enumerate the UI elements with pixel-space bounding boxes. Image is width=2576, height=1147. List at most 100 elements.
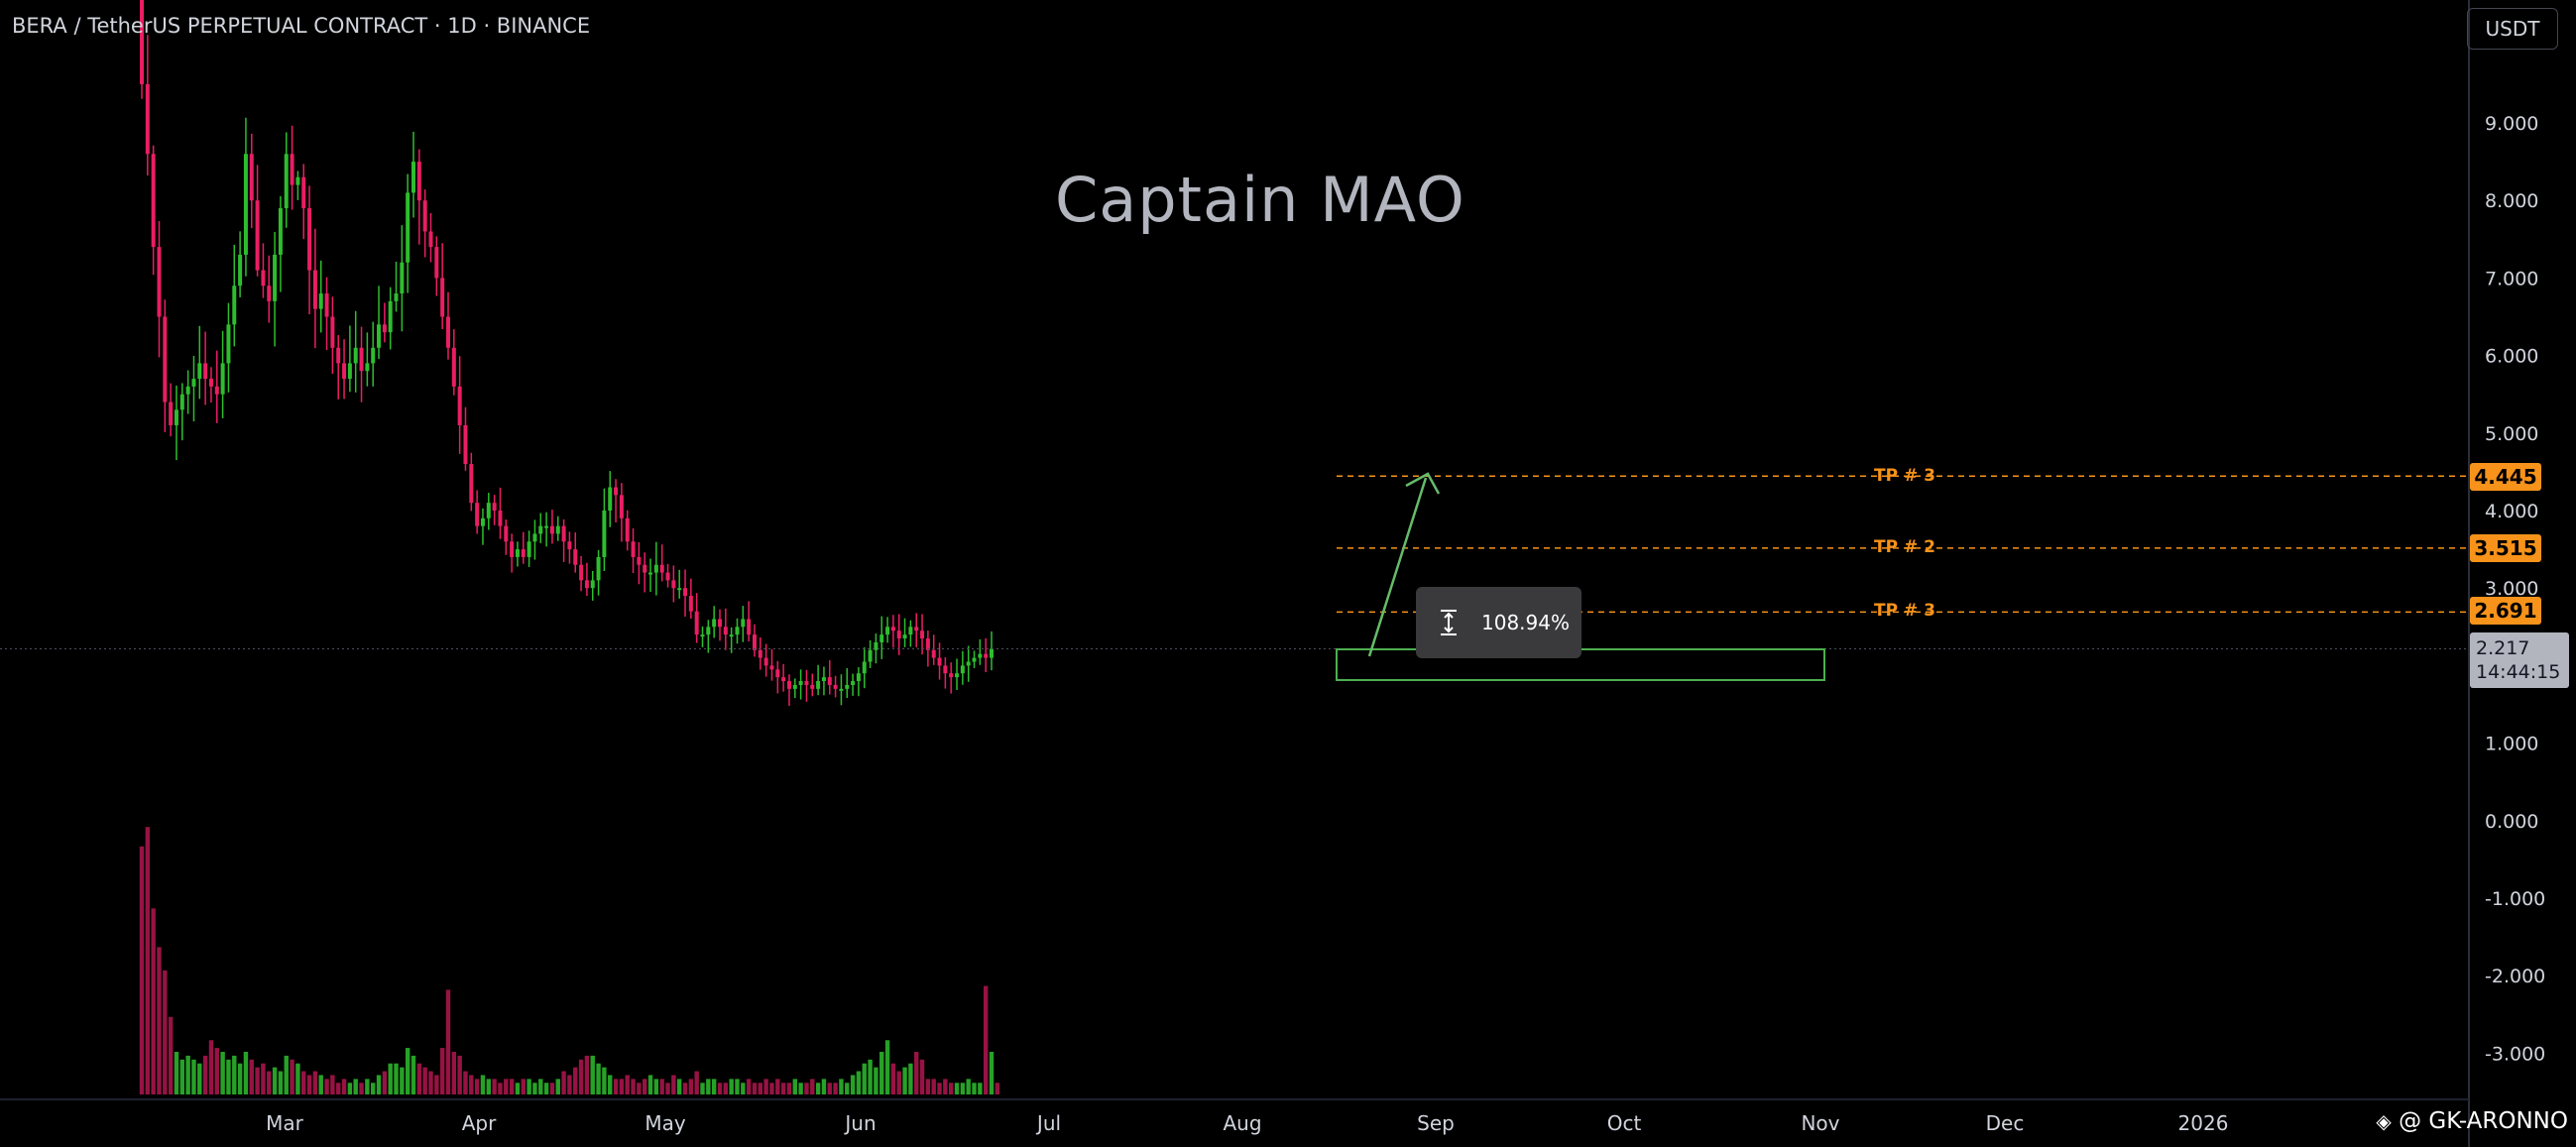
- measure-percent: 108.94%: [1481, 611, 1570, 634]
- volume-bar: [330, 1075, 335, 1094]
- candle-body: [295, 176, 300, 185]
- volume-bar: [151, 908, 156, 1094]
- volume-bar: [405, 1048, 410, 1094]
- price-tick-label: 3.000: [2485, 578, 2538, 600]
- time-tick-label: Oct: [1607, 1111, 1642, 1135]
- projection-arrow-line: [1367, 477, 1428, 657]
- volume-bar: [416, 1063, 422, 1094]
- candle-body: [990, 648, 995, 658]
- volume-bar: [804, 1083, 809, 1094]
- time-tick-label: Apr: [462, 1111, 497, 1135]
- volume-bar: [208, 1040, 214, 1094]
- candle-body: [457, 386, 462, 425]
- volume-bar: [810, 1079, 815, 1094]
- volume-bar: [919, 1059, 925, 1094]
- price-tick-label: 5.000: [2485, 423, 2538, 445]
- volume-bar: [792, 1079, 797, 1094]
- candle-body: [706, 627, 711, 635]
- volume-bar: [874, 1067, 878, 1094]
- candle-body: [700, 634, 705, 637]
- volume-bar: [480, 1075, 486, 1094]
- volume-bar: [226, 1059, 231, 1094]
- candle-body: [856, 673, 861, 682]
- volume-bar: [995, 1083, 1000, 1094]
- volume-bar: [619, 1079, 625, 1094]
- volume-bar: [845, 1083, 850, 1094]
- candle-body: [792, 684, 797, 689]
- candle-body: [567, 541, 572, 550]
- candle-body: [862, 661, 867, 674]
- volume-bar: [365, 1079, 370, 1094]
- candle-body: [874, 641, 878, 650]
- candle-body: [140, 0, 144, 84]
- volume-bar: [359, 1083, 364, 1094]
- currency-button[interactable]: USDT: [2467, 8, 2558, 50]
- volume-bar: [983, 985, 989, 1094]
- candle-body: [515, 549, 520, 557]
- volume-bar: [647, 1075, 653, 1094]
- volume-bar: [445, 989, 451, 1094]
- candle-body: [885, 627, 890, 635]
- volume-bar: [896, 1071, 901, 1094]
- volume-bar: [469, 1075, 474, 1094]
- last-price-value: 2.217: [2476, 637, 2530, 659]
- candle-body: [798, 681, 803, 685]
- chart-title: BERA / TetherUS PERPETUAL CONTRACT · 1D …: [12, 14, 591, 38]
- time-tick-label: 2026: [2178, 1111, 2229, 1135]
- candle-body: [532, 533, 537, 542]
- volume-bar: [613, 1079, 619, 1094]
- candle-body: [411, 162, 416, 193]
- candle-body: [735, 627, 740, 635]
- candle-body: [451, 347, 456, 387]
- candle-body: [549, 525, 554, 534]
- measure-icon: [1441, 610, 1457, 635]
- volume-bar: [498, 1083, 503, 1094]
- candle-body: [786, 681, 791, 689]
- volume-bar: [555, 1079, 560, 1094]
- volume-bar: [908, 1063, 913, 1094]
- candle-body: [486, 503, 491, 518]
- candle-body: [890, 627, 895, 631]
- candle-body: [937, 657, 942, 666]
- candle-body: [637, 556, 642, 565]
- volume-bar: [775, 1079, 780, 1094]
- volume-bar: [463, 1071, 468, 1094]
- volume-bar: [521, 1079, 526, 1094]
- candle-body: [688, 596, 693, 612]
- candle-body: [758, 649, 762, 658]
- volume-bar: [324, 1079, 329, 1094]
- volume-bar: [543, 1083, 549, 1094]
- candle-body: [763, 657, 768, 666]
- candle-body: [614, 487, 619, 496]
- candle-body: [318, 293, 323, 309]
- volume-bar: [688, 1079, 694, 1094]
- candle-body: [914, 627, 919, 631]
- candle-body: [492, 503, 497, 511]
- candle-body: [579, 564, 584, 581]
- volume-bar: [318, 1075, 323, 1094]
- time-tick-label: Jun: [843, 1111, 876, 1135]
- candle-body: [255, 200, 260, 271]
- volume-bar: [815, 1083, 821, 1094]
- measure-tool-label[interactable]: 108.94%: [1416, 587, 1581, 658]
- candle-body: [365, 363, 370, 372]
- volume-bar: [786, 1083, 792, 1094]
- candle-body: [527, 541, 531, 557]
- volume-bar: [394, 1063, 399, 1094]
- volume-bar: [492, 1079, 497, 1094]
- candle-body: [741, 619, 746, 628]
- volume-bar: [700, 1083, 705, 1094]
- price-tick-label: 4.000: [2485, 501, 2538, 522]
- candle-body: [821, 677, 826, 682]
- volume-bar: [214, 1048, 219, 1094]
- candle-body: [729, 634, 734, 637]
- candle-body: [677, 588, 682, 591]
- volume-bar: [752, 1083, 758, 1094]
- candle-body: [238, 254, 243, 287]
- candle-body: [683, 588, 688, 597]
- volume-bar: [729, 1079, 734, 1094]
- candle-body: [301, 176, 306, 209]
- candle-body: [307, 208, 312, 271]
- volume-bar: [643, 1079, 647, 1094]
